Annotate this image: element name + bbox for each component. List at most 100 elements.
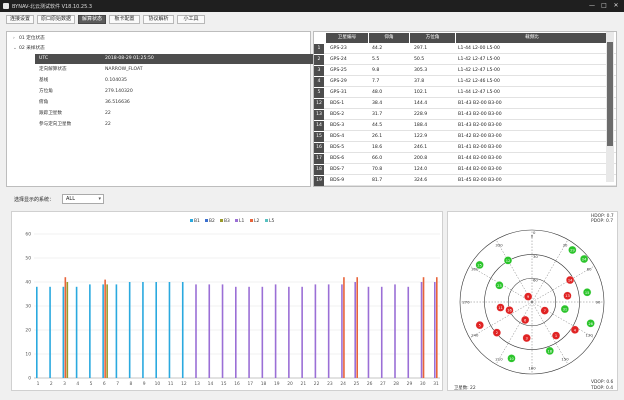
tree-row[interactable]: 方位角 279.140320 [35,87,317,97]
minimize-button[interactable]: — [589,2,595,9]
satellite-prn: 1 [555,334,557,338]
cell-sat-id: BDS-3 [330,123,345,128]
x-tick-label: 26 [367,381,373,387]
tab-raw-data[interactable]: 原口原始数据 [37,15,75,24]
cell-azimuth: 305.3 [414,68,428,73]
x-tick-label: 27 [380,381,386,387]
tab-board-config[interactable]: 板卡配置 [109,15,140,24]
system-select-value: ALL [66,196,75,202]
tab-connection[interactable]: 连接设置 [6,15,34,24]
table-row[interactable]: 13 BDS-2 31.7 228.9 B1-43 B2-00 B3-00 [314,110,616,120]
tab-solution-status[interactable]: 解算状态 [78,15,106,24]
table-row[interactable]: 2 GPS-24 5.5 50.5 L1-42 L2-47 L5-00 [314,55,616,65]
satellite-prn: 23 [497,284,502,288]
table-row[interactable]: 5 GPS-31 48.0 102.1 L1-44 L2-47 L5-00 [314,88,616,98]
sky-ring [459,229,605,375]
col-header-elevation[interactable]: 仰角 [369,33,409,43]
table-row[interactable]: 18 BDS-7 70.8 124.0 B1-44 B2-00 B3-00 [314,165,616,175]
x-tick-label: 29 [407,381,413,387]
table-row[interactable]: 19 BDS-9 81.7 324.6 B1-45 B2-00 B3-00 [314,176,616,186]
close-button[interactable]: ✕ [613,2,619,9]
row-key: 基线 [39,78,49,83]
satellite-prn: 10 [509,357,514,361]
satellite-prn: 16 [507,309,512,313]
satellite-marker [551,331,561,340]
system-select[interactable]: ALL ▾ [62,194,104,204]
x-tick-label: 22 [314,381,320,387]
col-header-sat-id[interactable]: 卫星编号 [326,33,368,43]
maximize-button[interactable]: □ [601,2,607,9]
satellite-marker [496,303,505,312]
row-index: 4 [314,77,324,87]
cell-azimuth: 102.1 [414,90,428,95]
tab-tools[interactable]: 小工具 [177,15,205,24]
cell-signal: L1-42 L2-46 L5-00 [458,79,500,84]
satellite-marker [522,333,531,343]
legend-label: L5 [269,218,274,224]
col-header-signal[interactable]: 载频比 [456,33,608,43]
bar [301,286,303,378]
cell-sat-id: BDS-4 [330,134,345,139]
hdop-label: HDOP: 0.7 [591,214,614,219]
sky-spoke [531,301,569,365]
x-tick-label: 8 [129,381,132,387]
col-header-azimuth[interactable]: 方位角 [410,33,455,43]
cell-signal: B1-43 B2-00 B3-00 [458,112,502,117]
cell-elevation: 5.5 [372,57,380,62]
cnr-chart-panel: 60 50 40 30 20 10 0 B1 B2 B3 L1 L2 L5 1 2 3 4 5 6 7 8 9 10 11 12… [11,211,443,391]
table-row[interactable]: 3 GPS-25 9.8 305.3 L1-42 L2-47 L5-00 [314,66,616,76]
scrollbar-thumb[interactable] [607,42,613,146]
row-value: NARROW_FLOAT [105,67,143,72]
table-row[interactable]: 17 BDS-6 66.0 200.8 B1-44 B2-00 B3-00 [314,154,616,164]
tree-row[interactable]: 定向解算状态 NARROW_FLOAT [35,65,317,75]
table-row[interactable]: 12 BDS-1 38.4 144.4 B1-43 B2-00 B3-00 [314,99,616,109]
y-tick-label: 0 [28,376,31,382]
sat-count-label: 卫星数: 22 [454,386,476,391]
cell-signal: B1-44 B2-00 B3-00 [458,156,502,161]
cell-sat-id: GPS-29 [330,79,347,84]
x-tick-label: 13 [194,381,200,387]
cell-azimuth: 200.8 [414,156,428,161]
tree-row[interactable]: 参与定向卫星数 22 [35,120,317,130]
satellite-marker [570,325,580,334]
legend-label: L2 [254,218,259,224]
table-row[interactable]: 16 BDS-5 18.6 246.1 B1-41 B2-00 B3-00 [314,143,616,153]
table-row[interactable]: 1 GPS-23 44.2 297.1 L1-44 L2-00 L5-00 [314,44,616,54]
tree-row-utc[interactable]: UTC 2018-08-29 01:25:50 [35,54,317,64]
table-row[interactable]: 4 GPS-29 7.7 37.8 L1-42 L2-46 L5-00 [314,77,616,87]
bar [343,277,345,378]
x-tick-label: 5 [90,381,93,387]
cell-azimuth: 297.1 [414,46,428,51]
sky-plot-panel: 0 30 60 90 120 150 180 210 240 270 300 330 0 30 60 23 24… [447,211,618,391]
table-row[interactable]: 14 BDS-3 44.5 188.4 B1-43 B2-00 B3-00 [314,121,616,131]
row-value: 36.516636 [105,100,130,105]
x-tick-label: 12 [181,381,187,387]
cell-azimuth: 144.4 [414,101,428,106]
tree-node-position[interactable]: › 01 定位状态 [13,35,45,41]
elevation-label: 0 [533,230,536,235]
tree-node-sampling[interactable]: ⌄ 02 采样状态 [13,45,45,51]
tree-row[interactable]: 基线 0.104035 [35,76,317,86]
cell-azimuth: 246.1 [414,145,428,150]
azimuth-label: 330 [495,242,503,247]
satellite-marker [520,315,530,325]
table-row[interactable]: 15 BDS-4 26.1 122.9 B1-42 B2-00 B3-00 [314,132,616,142]
satellite-marker [568,245,577,255]
row-value: 22 [105,122,111,127]
cell-elevation: 38.4 [372,101,383,106]
tree-row[interactable]: 跟踪卫星数 22 [35,109,317,119]
x-tick-label: 20 [287,381,293,387]
system-select-label: 选择显示的系统： [14,197,55,203]
x-tick-label: 17 [247,381,253,387]
row-value: 279.140320 [105,89,133,94]
legend-label: B3 [224,218,230,224]
bar [168,282,171,378]
row-index: 14 [314,121,324,131]
tab-protocol-parse[interactable]: 协议解析 [143,15,174,24]
cell-azimuth: 228.9 [414,112,428,117]
tree-row[interactable]: 俯角 36.516636 [35,98,317,108]
legend-swatch [190,219,193,222]
cell-azimuth: 50.5 [414,57,425,62]
bar [75,286,78,378]
bar [436,277,438,378]
